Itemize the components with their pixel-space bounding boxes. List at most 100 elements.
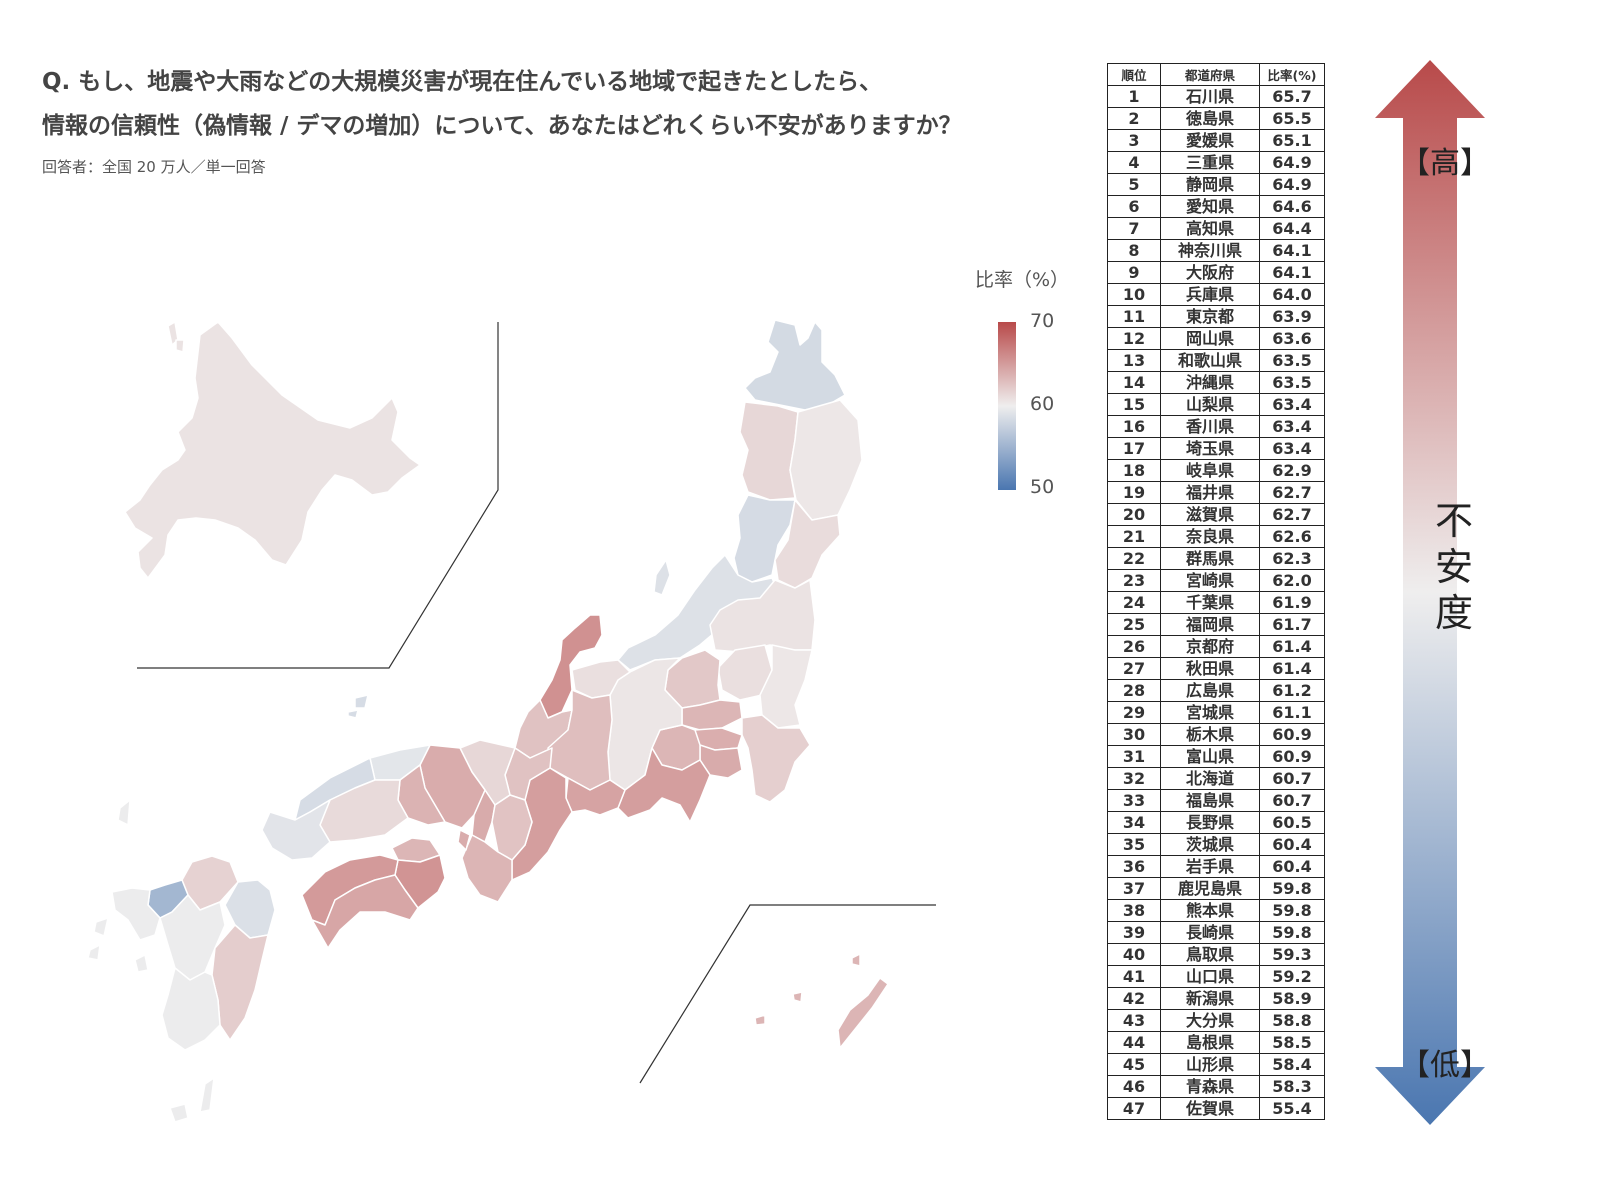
question-line-1: Q. もし、地震や大雨などの大規模災害が現在住んでいる地域で起きたとしたら、 [42, 69, 883, 95]
rank-cell: 37 [1107, 877, 1161, 900]
rank-cell: 29 [1107, 701, 1161, 724]
prefecture-cell: 群馬県 [1160, 547, 1260, 570]
rate-cell: 60.5 [1259, 811, 1325, 834]
prefecture-cell: 宮城県 [1160, 701, 1260, 724]
prefecture-cell: 東京都 [1160, 305, 1260, 328]
prefecture-region [169, 1103, 189, 1123]
prefecture-cell: 埼玉県 [1160, 437, 1260, 460]
ranking-row: 22 群馬県 62.3 [1107, 547, 1325, 570]
prefecture-region [789, 399, 863, 521]
legend-max-label: 70 [1030, 310, 1055, 332]
rank-cell: 27 [1107, 657, 1161, 680]
ranking-row: 2 徳島県 65.5 [1107, 107, 1325, 130]
rate-cell: 63.9 [1259, 305, 1325, 328]
rate-cell: 61.9 [1259, 591, 1325, 614]
rank-cell: 39 [1107, 921, 1161, 944]
rank-cell: 43 [1107, 1009, 1161, 1032]
prefecture-cell: 福島県 [1160, 789, 1260, 812]
rate-cell: 64.9 [1259, 151, 1325, 174]
rank-cell: 28 [1107, 679, 1161, 702]
rate-cell: 59.3 [1259, 943, 1325, 966]
ranking-row: 23 宮崎県 62.0 [1107, 569, 1325, 592]
prefecture-region [111, 887, 161, 941]
rate-cell: 62.6 [1259, 525, 1325, 548]
rate-cell: 62.9 [1259, 459, 1325, 482]
anxiety-scale-arrow [1375, 60, 1485, 1125]
rate-cell: 59.8 [1259, 877, 1325, 900]
prefecture-region [837, 977, 889, 1049]
ranking-row: 13 和歌山県 63.5 [1107, 349, 1325, 372]
prefecture-region [134, 954, 149, 973]
rank-cell: 45 [1107, 1053, 1161, 1076]
inset-lines [137, 322, 936, 1084]
prefecture-region [653, 559, 671, 596]
rank-cell: 24 [1107, 591, 1161, 614]
rate-cell: 64.6 [1259, 195, 1325, 218]
prefecture-region [851, 953, 861, 967]
prefecture-region [199, 1077, 215, 1113]
ranking-row: 4 三重県 64.9 [1107, 151, 1325, 174]
rank-cell: 42 [1107, 987, 1161, 1010]
ranking-row: 36 岩手県 60.4 [1107, 855, 1325, 878]
rate-cell: 63.4 [1259, 393, 1325, 416]
ranking-row: 29 宮城県 61.1 [1107, 701, 1325, 724]
rate-cell: 60.9 [1259, 745, 1325, 768]
rank-cell: 38 [1107, 899, 1161, 922]
rank-cell: 1 [1107, 85, 1161, 108]
prefecture-cell: 京都府 [1160, 635, 1260, 658]
ranking-row: 20 滋賀県 62.7 [1107, 503, 1325, 526]
rate-cell: 63.4 [1259, 415, 1325, 438]
ranking-row: 31 富山県 60.9 [1107, 745, 1325, 768]
ranking-row: 11 東京都 63.9 [1107, 305, 1325, 328]
prefecture-region [739, 401, 799, 501]
prefecture-region [161, 967, 221, 1051]
respondents-note: 回答者：全国 20 万人／単一回答 [42, 158, 266, 176]
prefecture-cell: 長崎県 [1160, 921, 1260, 944]
prefecture-cell: 岡山県 [1160, 327, 1260, 350]
ranking-row: 26 京都府 61.4 [1107, 635, 1325, 658]
ranking-row: 37 鹿児島県 59.8 [1107, 877, 1325, 900]
rank-cell: 19 [1107, 481, 1161, 504]
hokkaido-inset-line [137, 322, 499, 669]
legend-color-bar [998, 322, 1016, 490]
prefecture-region [159, 894, 226, 981]
rank-cell: 8 [1107, 239, 1161, 262]
scale-title: 不安度 [1434, 499, 1473, 635]
ranking-row: 8 神奈川県 64.1 [1107, 239, 1325, 262]
ranking-row: 35 茨城県 60.4 [1107, 833, 1325, 856]
rank-cell: 4 [1107, 151, 1161, 174]
prefecture-cell: 大阪府 [1160, 261, 1260, 284]
rank-cell: 5 [1107, 173, 1161, 196]
prefecture-cell: 千葉県 [1160, 591, 1260, 614]
rate-cell: 58.3 [1259, 1075, 1325, 1098]
prefecture-cell: 愛知県 [1160, 195, 1260, 218]
rank-cell: 36 [1107, 855, 1161, 878]
rate-cell: 58.8 [1259, 1009, 1325, 1032]
prefecture-region [754, 1014, 766, 1026]
prefecture-cell: 三重県 [1160, 151, 1260, 174]
prefecture-cell: 山口県 [1160, 965, 1260, 988]
prefecture-region [457, 829, 471, 851]
prefecture-cell: 神奈川県 [1160, 239, 1260, 262]
rank-cell: 22 [1107, 547, 1161, 570]
prefecture-cell: 島根県 [1160, 1031, 1260, 1054]
rank-cell: 9 [1107, 261, 1161, 284]
rate-cell: 64.9 [1259, 173, 1325, 196]
prefecture-cell: 茨城県 [1160, 833, 1260, 856]
prefecture-region [759, 644, 813, 729]
prefecture-cell: 宮崎県 [1160, 569, 1260, 592]
ranking-row: 34 長野県 60.5 [1107, 811, 1325, 834]
rate-cell: 63.4 [1259, 437, 1325, 460]
prefecture-region [744, 319, 846, 411]
prefecture-cell: 大分県 [1160, 1009, 1260, 1032]
prefecture-cell: 新潟県 [1160, 987, 1260, 1010]
ranking-row: 33 福島県 60.7 [1107, 789, 1325, 812]
header-rank: 順位 [1107, 63, 1161, 86]
header-prefecture: 都道府県 [1160, 63, 1260, 86]
ranking-row: 42 新潟県 58.9 [1107, 987, 1325, 1010]
rate-cell: 60.4 [1259, 833, 1325, 856]
ranking-header-row: 順位 都道府県 比率(%) [1107, 63, 1325, 86]
rank-cell: 20 [1107, 503, 1161, 526]
ranking-row: 1 石川県 65.7 [1107, 85, 1325, 108]
rank-cell: 14 [1107, 371, 1161, 394]
